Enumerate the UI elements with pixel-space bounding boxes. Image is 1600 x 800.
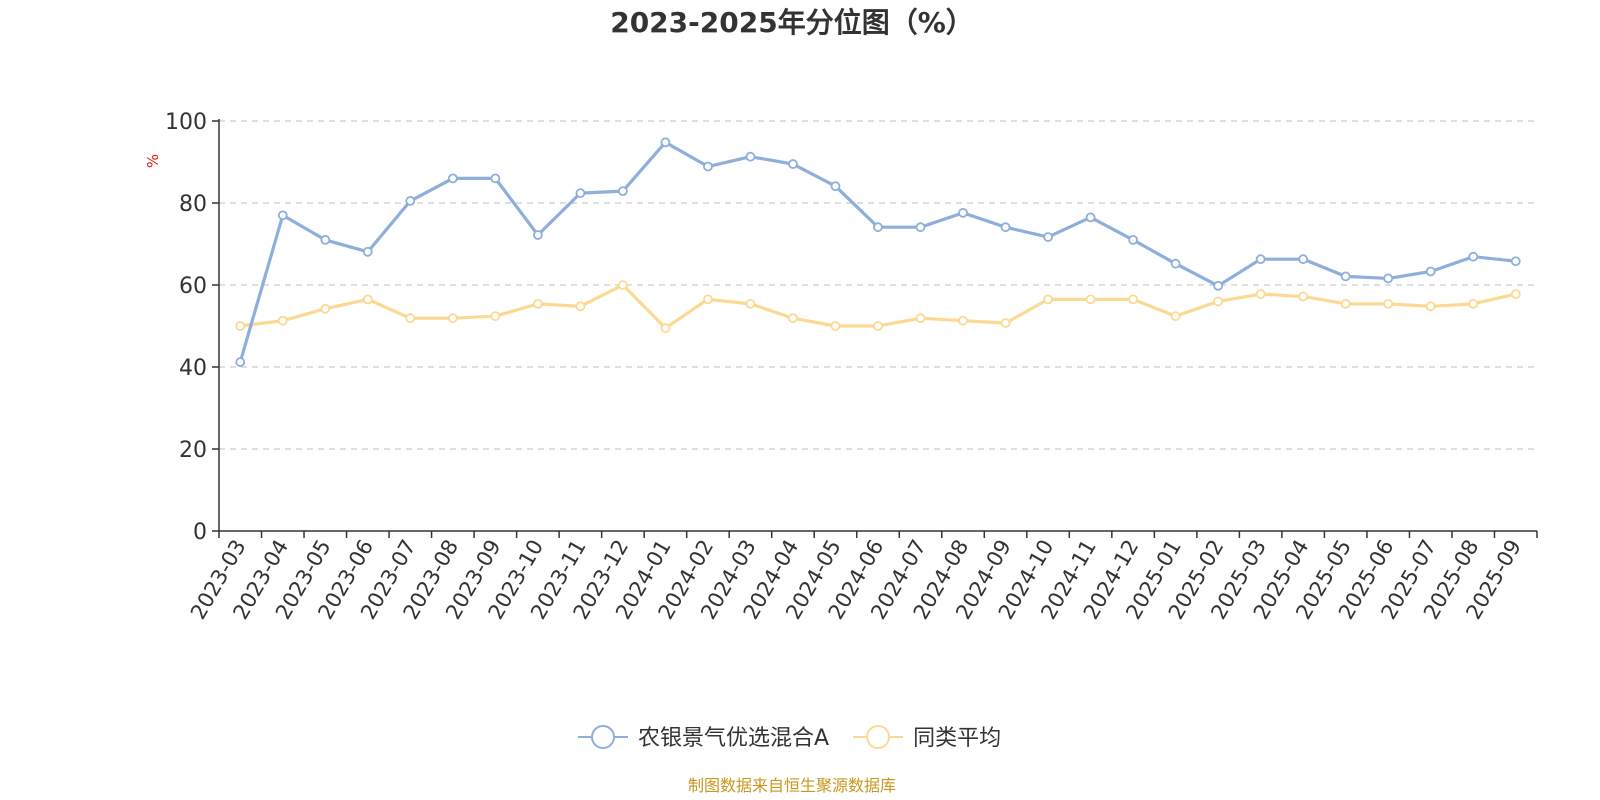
data-point[interactable]: [1043, 294, 1053, 305]
y-axis-unit-label: %: [144, 154, 162, 168]
legend-item[interactable]: 农银景气优选混合A: [578, 725, 829, 751]
data-point[interactable]: [1298, 291, 1309, 302]
data-point[interactable]: [1468, 251, 1479, 262]
data-point[interactable]: [745, 151, 756, 162]
data-point[interactable]: [788, 313, 798, 324]
data-point[interactable]: [703, 161, 713, 172]
data-point[interactable]: [618, 186, 628, 197]
data-point[interactable]: [1510, 256, 1521, 267]
data-point[interactable]: [915, 222, 926, 233]
data-point[interactable]: [1170, 258, 1181, 269]
gridlines: [219, 120, 1537, 450]
series: [235, 280, 1521, 333]
data-point[interactable]: [1255, 289, 1266, 299]
data-point[interactable]: [447, 313, 458, 324]
data-point[interactable]: [1043, 232, 1053, 242]
data-point[interactable]: [277, 315, 288, 326]
y-tick-label: 0: [193, 520, 207, 545]
y-tick-label: 80: [179, 192, 207, 217]
data-point[interactable]: [830, 321, 841, 331]
series-lines: [235, 137, 1521, 367]
data-point[interactable]: [532, 298, 543, 309]
legend-label: 同类平均: [913, 726, 1001, 751]
data-point[interactable]: [1128, 294, 1138, 305]
data-point[interactable]: [1340, 298, 1351, 309]
data-point[interactable]: [1298, 254, 1309, 265]
data-point[interactable]: [873, 222, 883, 233]
data-point[interactable]: [958, 315, 968, 326]
data-point[interactable]: [1085, 212, 1096, 223]
data-point[interactable]: [1425, 266, 1436, 277]
data-point[interactable]: [915, 313, 926, 324]
data-point[interactable]: [1128, 234, 1138, 245]
legend-marker-icon: [591, 725, 615, 749]
data-point[interactable]: [830, 181, 841, 192]
data-point[interactable]: [1468, 298, 1479, 309]
data-point[interactable]: [1340, 271, 1351, 282]
data-point[interactable]: [575, 188, 586, 199]
source-note: 制图数据来自恒生聚源数据库: [688, 776, 896, 795]
data-point[interactable]: [660, 137, 671, 148]
data-point[interactable]: [490, 311, 501, 322]
legend-marker-icon: [866, 725, 891, 749]
data-point[interactable]: [788, 159, 798, 169]
data-point[interactable]: [490, 173, 501, 184]
legend-item[interactable]: 同类平均: [853, 725, 1001, 751]
data-point[interactable]: [618, 280, 628, 290]
data-point[interactable]: [1170, 311, 1181, 322]
chart-title: 2023-2025年分位图（%）: [610, 6, 974, 39]
data-point[interactable]: [660, 323, 671, 333]
data-point[interactable]: [1383, 273, 1394, 284]
data-point[interactable]: [1085, 294, 1096, 305]
data-point[interactable]: [277, 210, 288, 221]
series: [235, 137, 1521, 367]
data-point[interactable]: [703, 294, 713, 305]
data-point[interactable]: [745, 298, 756, 309]
y-tick-label: 20: [179, 438, 207, 463]
data-point[interactable]: [1383, 298, 1394, 309]
data-point[interactable]: [235, 357, 246, 367]
data-point[interactable]: [532, 230, 543, 240]
data-point[interactable]: [320, 303, 331, 314]
data-point[interactable]: [873, 321, 883, 331]
data-point[interactable]: [447, 173, 458, 184]
legend-label: 农银景气优选混合A: [638, 726, 829, 751]
y-tick-label: 40: [179, 356, 207, 381]
data-point[interactable]: [958, 207, 968, 218]
data-point[interactable]: [1510, 289, 1521, 299]
data-point[interactable]: [405, 313, 416, 324]
data-point[interactable]: [362, 246, 373, 257]
data-point[interactable]: [1000, 318, 1011, 329]
y-tick-label: 100: [165, 110, 207, 135]
legend[interactable]: 农银景气优选混合A 同类平均: [578, 725, 1001, 751]
data-point[interactable]: [1255, 254, 1266, 265]
data-point[interactable]: [1213, 296, 1224, 307]
data-point[interactable]: [235, 321, 246, 331]
y-tick-label: 60: [179, 274, 207, 299]
data-point[interactable]: [320, 234, 331, 245]
data-point[interactable]: [575, 301, 586, 312]
data-point[interactable]: [1213, 280, 1224, 291]
data-point[interactable]: [362, 294, 373, 305]
data-point[interactable]: [1425, 301, 1436, 312]
data-point[interactable]: [1000, 222, 1011, 233]
data-point[interactable]: [405, 196, 416, 206]
